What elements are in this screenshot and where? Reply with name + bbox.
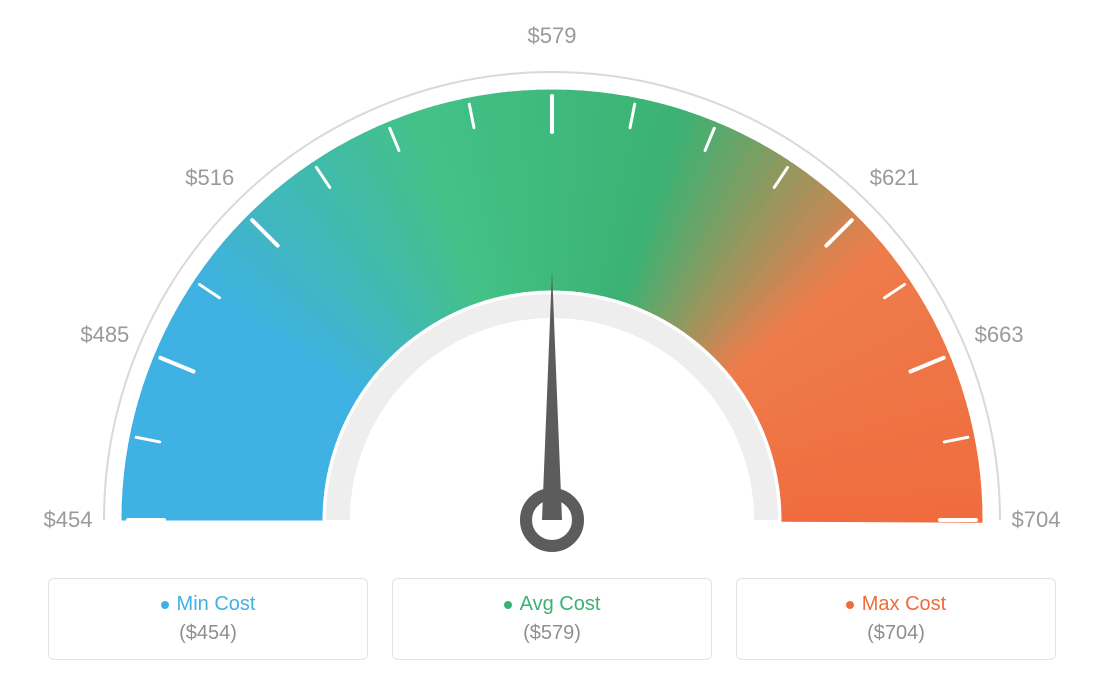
legend-card-max: Max Cost ($704) [736, 578, 1056, 660]
legend-card-min: Min Cost ($454) [48, 578, 368, 660]
legend-dot-max [846, 601, 854, 609]
legend-title-max: Max Cost [846, 593, 946, 616]
legend-title-avg: Avg Cost [504, 593, 601, 616]
gauge-tick-label: $485 [80, 322, 129, 348]
legend-label-max: Max Cost [862, 593, 946, 616]
legend-label-min: Min Cost [177, 593, 256, 616]
gauge-tick-label: $704 [1012, 507, 1061, 533]
legend-dot-avg [504, 601, 512, 609]
legend-value-avg: ($579) [523, 622, 581, 645]
legend-dot-min [161, 601, 169, 609]
gauge-tick-label: $579 [528, 23, 577, 49]
legend-label-avg: Avg Cost [520, 593, 601, 616]
gauge-tick-label: $621 [870, 165, 919, 191]
cost-gauge: $454 $485 $516 $579 $621 $663 $704 [0, 0, 1104, 560]
legend-title-min: Min Cost [161, 593, 256, 616]
legend-value-min: ($454) [179, 622, 237, 645]
gauge-tick-label: $663 [975, 322, 1024, 348]
gauge-svg [0, 0, 1104, 560]
gauge-tick-label: $516 [185, 165, 234, 191]
legend-value-max: ($704) [867, 622, 925, 645]
legend-card-avg: Avg Cost ($579) [392, 578, 712, 660]
legend-row: Min Cost ($454) Avg Cost ($579) Max Cost… [0, 578, 1104, 660]
gauge-tick-label: $454 [44, 507, 93, 533]
